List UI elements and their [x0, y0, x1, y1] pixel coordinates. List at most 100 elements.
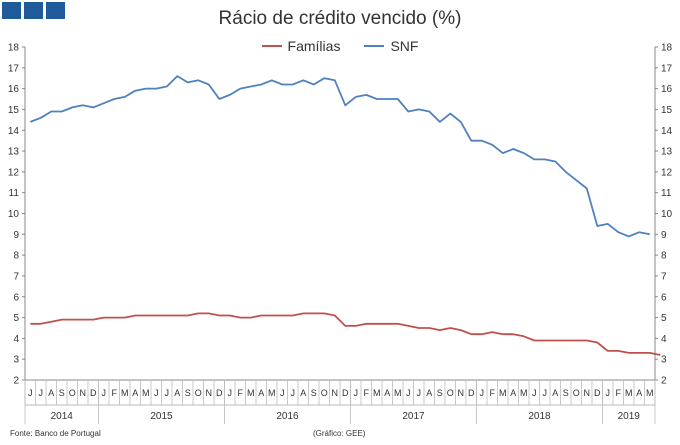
credit-note: (Gráfico: GEE) — [313, 429, 366, 438]
chart-title: Rácio de crédito vencido (%) — [218, 8, 462, 29]
month-label: J — [291, 388, 296, 398]
logo-square-1 — [2, 2, 21, 19]
y-tick-label-left: 8 — [13, 251, 19, 262]
month-label: J — [102, 388, 107, 398]
month-label: D — [468, 388, 475, 398]
y-tick-label-left: 3 — [13, 355, 19, 366]
month-label: A — [636, 388, 642, 398]
legend-item-familias: Famílias — [261, 38, 341, 54]
y-tick-label-left: 5 — [13, 313, 19, 324]
month-label: A — [258, 388, 264, 398]
legend-swatch-snf — [364, 45, 385, 47]
y-tick-label-left: 9 — [13, 230, 19, 241]
month-label: M — [121, 388, 129, 398]
y-tick-label-right: 9 — [661, 230, 667, 241]
month-label: J — [39, 388, 44, 398]
y-tick-label-right: 14 — [661, 126, 673, 137]
source-note: Fonte: Banco de Portugal — [10, 429, 101, 438]
month-label: J — [228, 388, 233, 398]
month-label: M — [142, 388, 150, 398]
month-label: S — [59, 388, 65, 398]
y-tick-label-right: 5 — [661, 313, 667, 324]
y-tick-label-left: 10 — [8, 209, 20, 220]
y-tick-label-left: 11 — [9, 188, 20, 199]
month-label: O — [573, 388, 580, 398]
month-label: N — [332, 388, 339, 398]
y-tick-label-left: 7 — [13, 271, 19, 282]
chart-legend: Famílias SNF — [0, 38, 680, 54]
month-label: A — [426, 388, 432, 398]
month-label: D — [342, 388, 349, 398]
month-label: A — [510, 388, 516, 398]
month-label: M — [247, 388, 255, 398]
y-tick-label-left: 6 — [13, 292, 19, 303]
month-label: J — [532, 388, 537, 398]
month-label: J — [406, 388, 411, 398]
month-label: O — [195, 388, 202, 398]
month-label: M — [520, 388, 528, 398]
y-tick-label-right: 3 — [661, 355, 667, 366]
month-label: J — [480, 388, 485, 398]
month-label: S — [437, 388, 443, 398]
y-tick-label-right: 12 — [661, 167, 673, 178]
month-label: D — [90, 388, 97, 398]
month-label: A — [300, 388, 306, 398]
y-tick-label-left: 14 — [8, 126, 20, 137]
year-label: 2016 — [276, 411, 299, 422]
logo-square-2 — [24, 2, 43, 19]
month-label: N — [458, 388, 465, 398]
month-label: A — [48, 388, 54, 398]
year-label: 2018 — [528, 411, 551, 422]
month-label: J — [543, 388, 548, 398]
month-label: D — [594, 388, 601, 398]
y-tick-label-left: 16 — [8, 84, 20, 95]
month-label: F — [238, 388, 244, 398]
logo-square-3 — [46, 2, 65, 19]
y-tick-label-right: 13 — [661, 147, 673, 158]
month-label: M — [268, 388, 276, 398]
y-tick-label-right: 17 — [661, 63, 673, 74]
month-label: J — [417, 388, 422, 398]
month-label: S — [185, 388, 191, 398]
y-tick-label-right: 10 — [661, 209, 673, 220]
y-tick-label-right: 2 — [661, 376, 667, 387]
legend-label-familias: Famílias — [287, 38, 341, 54]
month-label: N — [206, 388, 213, 398]
month-label: M — [394, 388, 402, 398]
month-label: M — [625, 388, 633, 398]
month-label: J — [165, 388, 170, 398]
month-label: O — [69, 388, 76, 398]
year-label: 2019 — [618, 411, 641, 422]
month-label: J — [606, 388, 611, 398]
y-tick-label-right: 4 — [661, 334, 667, 345]
legend-swatch-familias — [261, 45, 282, 47]
month-label: J — [154, 388, 159, 398]
month-label: D — [216, 388, 223, 398]
month-label: F — [364, 388, 370, 398]
y-tick-label-right: 18 — [661, 43, 673, 54]
series-line-fam-lias — [30, 312, 661, 356]
y-tick-label-left: 2 — [13, 376, 19, 387]
month-label: O — [447, 388, 454, 398]
month-label: A — [552, 388, 558, 398]
year-label: 2015 — [150, 411, 173, 422]
y-tick-label-left: 4 — [13, 334, 19, 345]
legend-label-snf: SNF — [390, 38, 419, 54]
month-label: M — [499, 388, 507, 398]
month-label: F — [616, 388, 622, 398]
month-label: N — [80, 388, 87, 398]
month-label: S — [563, 388, 569, 398]
month-label: M — [373, 388, 381, 398]
y-tick-label-right: 6 — [661, 292, 667, 303]
legend-item-snf: SNF — [364, 38, 418, 54]
month-label: F — [490, 388, 496, 398]
month-label: M — [646, 388, 654, 398]
year-label: 2014 — [51, 411, 74, 422]
month-label: O — [321, 388, 328, 398]
month-label: A — [132, 388, 138, 398]
y-tick-label-left: 15 — [8, 105, 20, 116]
y-tick-label-right: 7 — [661, 271, 667, 282]
year-label: 2017 — [402, 411, 425, 422]
y-tick-label-right: 11 — [661, 188, 672, 199]
y-tick-label-left: 18 — [8, 43, 20, 54]
